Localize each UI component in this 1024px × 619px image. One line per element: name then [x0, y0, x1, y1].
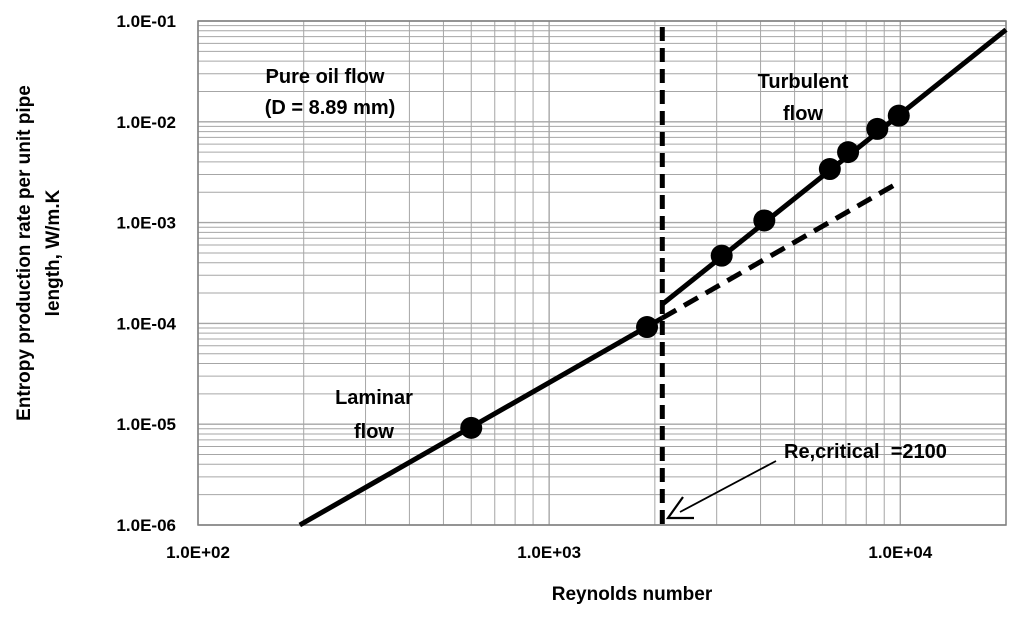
- x-tick-label: 1.0E+03: [517, 543, 581, 562]
- data-point: [837, 141, 860, 164]
- y-tick-label: 1.0E-03: [116, 214, 176, 233]
- data-point: [887, 104, 910, 127]
- y-axis-title-line2: length, W/m.K: [43, 189, 64, 316]
- critical-arrow-line: [679, 460, 777, 513]
- y-tick-label: 1.0E-01: [116, 12, 176, 31]
- y-tick-label: 1.0E-05: [116, 415, 176, 434]
- y-tick-label: 1.0E-06: [116, 516, 176, 535]
- turbulent-label-line1: Turbulent: [758, 71, 849, 93]
- pure-oil-label-line1: Pure oil flow: [266, 66, 385, 88]
- laminar-line: [298, 315, 664, 528]
- x-tick-label: 1.0E+02: [166, 543, 230, 562]
- laminar-extension: [661, 179, 902, 321]
- x-axis-title: Reynolds number: [552, 584, 713, 605]
- critical-re-label: Re,critical =2100: [784, 441, 947, 463]
- plot-frame: [197, 20, 1007, 526]
- critical-arrow-head: [665, 496, 694, 520]
- data-point: [710, 244, 733, 267]
- y-tick-label: 1.0E-02: [116, 113, 176, 132]
- grid: [197, 20, 1007, 526]
- y-ticks: 1.0E-01 1.0E-02 1.0E-03 1.0E-04 1.0E-05 1.0E-…: [116, 12, 176, 535]
- data-point: [636, 316, 659, 339]
- data-point: [818, 158, 841, 181]
- y-tick-label: 1.0E-04: [116, 314, 176, 333]
- data-point: [753, 209, 776, 232]
- x-tick-label: 1.0E+04: [868, 543, 932, 562]
- markers-layer: [460, 104, 910, 439]
- x-ticks: 1.0E+02 1.0E+03 1.0E+04: [166, 543, 933, 562]
- laminar-label-line1: Laminar: [335, 387, 413, 409]
- y-axis-title-line1: Entropy production rate per unit pipe: [14, 85, 35, 421]
- laminar-label-line2: flow: [354, 421, 394, 443]
- annotation-layer: Pure oil flow (D = 8.89 mm) Turbulent fl…: [265, 66, 947, 520]
- data-point: [866, 117, 889, 140]
- turbulent-label-line2: flow: [783, 103, 823, 125]
- data-point: [460, 416, 483, 439]
- pure-oil-label-line2: (D = 8.89 mm): [265, 97, 396, 119]
